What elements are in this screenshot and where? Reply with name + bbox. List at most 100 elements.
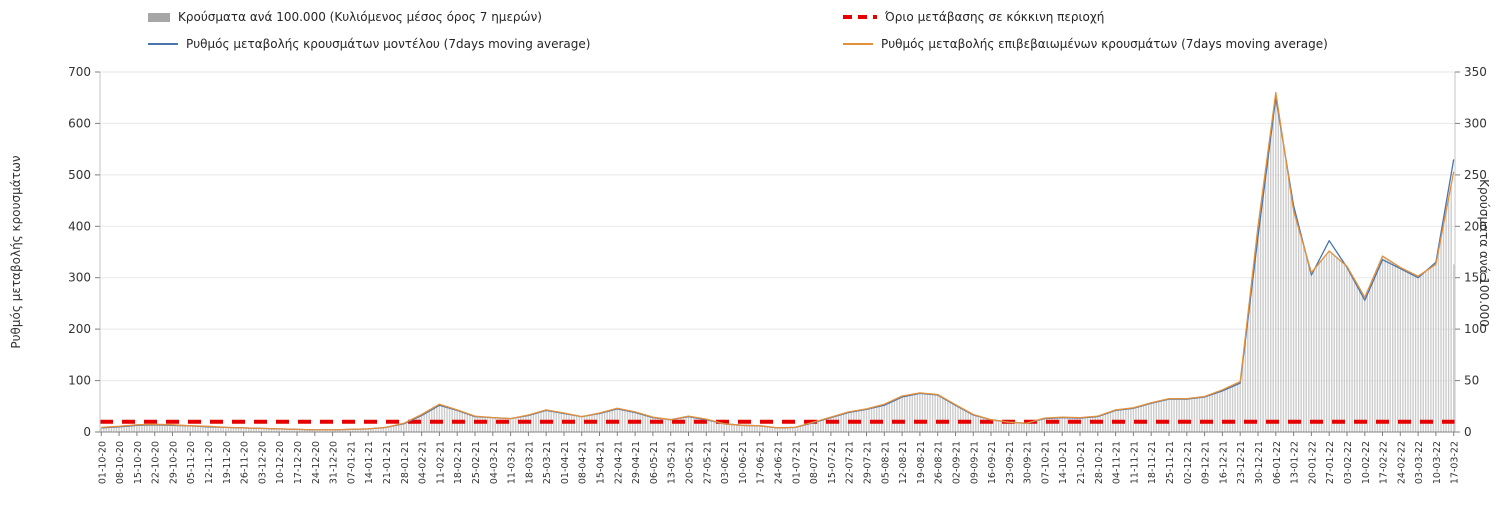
- svg-text:01-07-21: 01-07-21: [791, 441, 802, 484]
- svg-text:10-03-22: 10-03-22: [1432, 441, 1443, 484]
- legend-label-cases-bars: Κρούσματα ανά 100.000 (Κυλιόμενος μέσος …: [178, 10, 542, 24]
- svg-text:16-12-21: 16-12-21: [1218, 441, 1229, 484]
- svg-text:13-05-21: 13-05-21: [667, 441, 678, 484]
- gridlines: [100, 71, 1455, 382]
- legend-item-cases-bars: Κρούσματα ανά 100.000 (Κυλιόμενος μέσος …: [148, 10, 542, 24]
- svg-text:600: 600: [68, 116, 91, 130]
- svg-text:09-12-21: 09-12-21: [1201, 441, 1212, 484]
- svg-text:04-02-21: 04-02-21: [418, 441, 429, 484]
- svg-text:22-10-20: 22-10-20: [151, 441, 162, 484]
- svg-text:11-03-21: 11-03-21: [507, 441, 518, 484]
- legend-label-red-threshold: Όριο μετάβασης σε κόκκινη περιοχή: [885, 10, 1105, 24]
- svg-text:05-11-20: 05-11-20: [186, 441, 197, 484]
- svg-text:500: 500: [68, 168, 91, 182]
- svg-text:10-06-21: 10-06-21: [738, 441, 749, 484]
- svg-text:29-10-20: 29-10-20: [169, 441, 180, 484]
- svg-text:01-04-21: 01-04-21: [560, 441, 571, 484]
- svg-text:17-02-22: 17-02-22: [1379, 441, 1390, 484]
- svg-text:16-09-21: 16-09-21: [987, 441, 998, 484]
- svg-text:21-01-21: 21-01-21: [382, 441, 393, 484]
- svg-text:0: 0: [1464, 425, 1472, 439]
- svg-text:19-11-20: 19-11-20: [222, 441, 233, 484]
- legend-item-model-line: Ρυθμός μεταβολής κρουσμάτων μοντέλου (7d…: [148, 37, 590, 51]
- svg-text:30-09-21: 30-09-21: [1023, 441, 1034, 484]
- svg-text:24-02-22: 24-02-22: [1396, 441, 1407, 484]
- svg-text:12-11-20: 12-11-20: [204, 441, 215, 484]
- svg-text:18-02-21: 18-02-21: [453, 441, 464, 484]
- blue-line-swatch: [148, 43, 178, 45]
- svg-text:25-02-21: 25-02-21: [471, 441, 482, 484]
- svg-text:07-01-21: 07-01-21: [346, 441, 357, 484]
- svg-text:17-03-22: 17-03-22: [1450, 441, 1461, 484]
- svg-text:15-04-21: 15-04-21: [596, 441, 607, 484]
- svg-text:0: 0: [83, 425, 91, 439]
- svg-text:07-10-21: 07-10-21: [1040, 441, 1051, 484]
- svg-text:02-09-21: 02-09-21: [952, 441, 963, 484]
- svg-text:17-12-20: 17-12-20: [293, 441, 304, 484]
- svg-text:24-06-21: 24-06-21: [774, 441, 785, 484]
- svg-text:17-06-21: 17-06-21: [756, 441, 767, 484]
- svg-text:04-03-21: 04-03-21: [489, 441, 500, 484]
- svg-text:03-03-22: 03-03-22: [1414, 441, 1425, 484]
- svg-text:06-01-22: 06-01-22: [1272, 441, 1283, 484]
- confirmed-line: [101, 91, 1455, 431]
- svg-text:27-01-22: 27-01-22: [1325, 441, 1336, 484]
- svg-text:400: 400: [68, 219, 91, 233]
- svg-text:08-10-20: 08-10-20: [115, 441, 126, 484]
- svg-text:15-10-20: 15-10-20: [133, 441, 144, 484]
- svg-text:08-04-21: 08-04-21: [578, 441, 589, 484]
- svg-text:03-12-20: 03-12-20: [257, 441, 268, 484]
- svg-text:11-02-21: 11-02-21: [435, 441, 446, 484]
- svg-text:10-02-22: 10-02-22: [1361, 441, 1372, 484]
- svg-text:20-01-22: 20-01-22: [1307, 441, 1318, 484]
- red-dashed-swatch: [843, 15, 877, 19]
- y-axis-left: 0 100 200 300 400 500 600 700: [68, 65, 100, 439]
- svg-text:13-01-22: 13-01-22: [1290, 441, 1301, 484]
- svg-text:50: 50: [1464, 374, 1479, 388]
- svg-text:18-03-21: 18-03-21: [524, 441, 535, 484]
- svg-text:08-07-21: 08-07-21: [809, 441, 820, 484]
- x-axis-labels: 01-10-20 08-10-20 15-10-20 22-10-20 29-10-20…: [97, 432, 1461, 484]
- svg-text:02-12-21: 02-12-21: [1183, 441, 1194, 484]
- svg-text:250: 250: [1464, 168, 1487, 182]
- svg-text:05-08-21: 05-08-21: [880, 441, 891, 484]
- svg-text:300: 300: [1464, 116, 1487, 130]
- svg-text:20-05-21: 20-05-21: [685, 441, 696, 484]
- svg-text:150: 150: [1464, 271, 1487, 285]
- svg-text:03-02-22: 03-02-22: [1343, 441, 1354, 484]
- axes: [99, 72, 1456, 433]
- svg-text:27-05-21: 27-05-21: [702, 441, 713, 484]
- svg-text:25-03-21: 25-03-21: [542, 441, 553, 484]
- legend-item-confirmed-line: Ρυθμός μεταβολής επιβεβαιωμένων κρουσμάτ…: [843, 37, 1328, 51]
- svg-text:14-10-21: 14-10-21: [1058, 441, 1069, 484]
- svg-text:300: 300: [68, 271, 91, 285]
- svg-text:03-06-21: 03-06-21: [720, 441, 731, 484]
- gray-bar-swatch: [148, 12, 170, 22]
- svg-text:23-12-21: 23-12-21: [1236, 441, 1247, 484]
- svg-text:12-08-21: 12-08-21: [898, 441, 909, 484]
- svg-text:26-08-21: 26-08-21: [934, 441, 945, 484]
- svg-text:23-09-21: 23-09-21: [1005, 441, 1016, 484]
- svg-text:28-10-21: 28-10-21: [1094, 441, 1105, 484]
- svg-text:14-01-21: 14-01-21: [364, 441, 375, 484]
- svg-text:22-07-21: 22-07-21: [845, 441, 856, 484]
- legend-label-confirmed-line: Ρυθμός μεταβολής επιβεβαιωμένων κρουσμάτ…: [881, 37, 1328, 51]
- legend-label-model-line: Ρυθμός μεταβολής κρουσμάτων μοντέλου (7d…: [186, 37, 591, 51]
- svg-text:100: 100: [68, 374, 91, 388]
- svg-text:04-11-21: 04-11-21: [1112, 441, 1123, 484]
- svg-text:30-12-21: 30-12-21: [1254, 441, 1265, 484]
- svg-text:01-10-20: 01-10-20: [97, 441, 108, 484]
- svg-text:24-12-20: 24-12-20: [311, 441, 322, 484]
- legend-item-red-threshold: Όριο μετάβασης σε κόκκινη περιοχή: [843, 10, 1104, 24]
- svg-text:11-11-21: 11-11-21: [1129, 441, 1140, 484]
- svg-text:29-07-21: 29-07-21: [863, 441, 874, 484]
- svg-text:100: 100: [1464, 322, 1487, 336]
- orange-line-swatch: [843, 43, 873, 45]
- svg-text:10-12-20: 10-12-20: [275, 441, 286, 484]
- svg-text:31-12-20: 31-12-20: [329, 441, 340, 484]
- svg-text:25-11-21: 25-11-21: [1165, 441, 1176, 484]
- svg-text:700: 700: [68, 65, 91, 79]
- svg-text:200: 200: [68, 322, 91, 336]
- svg-text:15-07-21: 15-07-21: [827, 441, 838, 484]
